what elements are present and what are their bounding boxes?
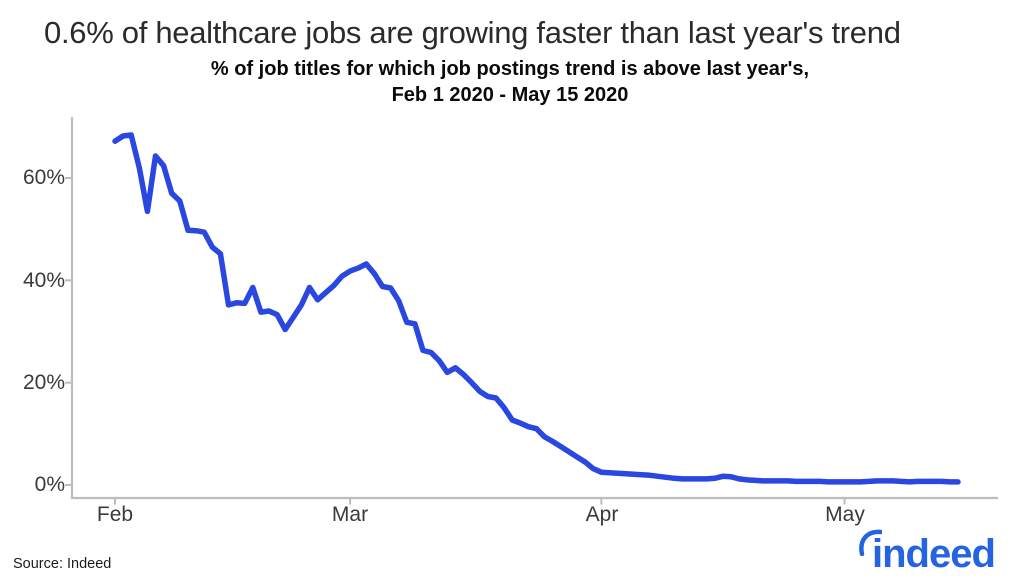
trend-line (112, 132, 961, 485)
chart-subtitle-line1: % of job titles for which job postings t… (210, 58, 810, 80)
source-label: Source: Indeed (13, 556, 112, 572)
y-tick-label-20: 20% (22, 371, 65, 394)
y-tick-label-0: 0% (34, 473, 65, 496)
indeed-swoosh-icon (859, 529, 882, 556)
axis-ticks (65, 176, 846, 505)
x-tick-label-may: May (825, 503, 865, 526)
chart-subtitle: % of job titles for which job postings t… (0, 56, 1020, 108)
chart-title: 0.6% of healthcare jobs are growing fast… (44, 15, 901, 50)
chart-subtitle-line2: Feb 1 2020 - May 15 2020 (391, 84, 629, 106)
y-tick-label-40: 40% (22, 269, 65, 292)
x-tick-label-mar: Mar (331, 503, 369, 526)
x-tick-label-feb: Feb (96, 503, 134, 526)
indeed-logo: indeed (858, 529, 1010, 580)
y-tick-label-60: 60% (22, 166, 65, 189)
x-tick-label-apr: Apr (585, 503, 619, 526)
indeed-logo-text: indeed (872, 532, 996, 576)
